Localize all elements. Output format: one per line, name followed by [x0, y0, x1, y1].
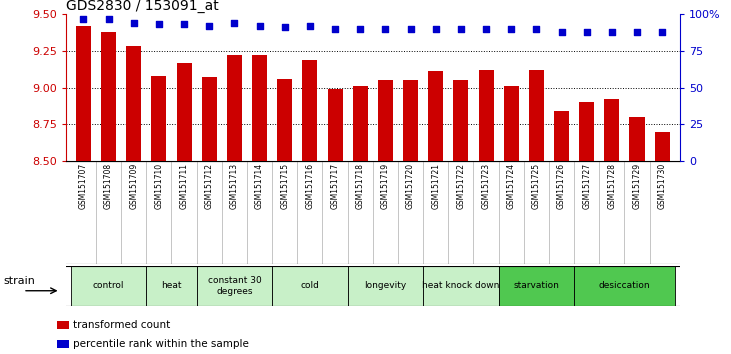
Bar	[453, 80, 469, 161]
Bar	[101, 32, 116, 161]
Bar	[504, 86, 519, 161]
Point	[203, 23, 215, 29]
Point	[505, 26, 517, 32]
Text: GSM151718: GSM151718	[356, 163, 365, 209]
Point	[379, 26, 391, 32]
Point	[77, 16, 89, 21]
Text: GSM151720: GSM151720	[406, 163, 415, 209]
Point	[455, 26, 466, 32]
Text: heat knock down: heat knock down	[423, 281, 499, 290]
Bar	[197, 266, 272, 306]
Text: GSM151726: GSM151726	[557, 163, 566, 209]
Point	[405, 26, 417, 32]
Point	[581, 29, 593, 35]
Bar	[277, 79, 292, 161]
Text: GSM151707: GSM151707	[79, 163, 88, 209]
Text: transformed count: transformed count	[73, 320, 170, 330]
Bar	[428, 72, 443, 161]
Text: longevity: longevity	[364, 281, 406, 290]
Text: GSM151727: GSM151727	[582, 163, 591, 209]
Text: GSM151716: GSM151716	[306, 163, 314, 209]
Point	[631, 29, 643, 35]
Text: heat: heat	[162, 281, 182, 290]
Bar	[252, 55, 267, 161]
Bar	[71, 266, 146, 306]
Bar	[479, 70, 493, 161]
Bar	[352, 86, 368, 161]
Bar	[58, 340, 69, 348]
Text: GSM151723: GSM151723	[482, 163, 491, 209]
Text: GDS2830 / 153091_at: GDS2830 / 153091_at	[66, 0, 219, 13]
Text: constant 30
degrees: constant 30 degrees	[208, 276, 261, 296]
Point	[279, 24, 291, 30]
Bar	[348, 266, 423, 306]
Point	[128, 20, 140, 26]
Bar	[126, 46, 141, 161]
Point	[430, 26, 442, 32]
Text: GSM151709: GSM151709	[129, 163, 138, 209]
Point	[254, 23, 265, 29]
Text: GSM151728: GSM151728	[607, 163, 616, 209]
Bar	[529, 70, 544, 161]
Point	[153, 22, 164, 27]
Point	[329, 26, 341, 32]
Bar	[629, 117, 645, 161]
Text: GSM151730: GSM151730	[658, 163, 667, 209]
Point	[531, 26, 542, 32]
Bar	[378, 80, 393, 161]
Bar	[202, 77, 217, 161]
Point	[178, 22, 190, 27]
Bar	[605, 99, 619, 161]
Text: GSM151729: GSM151729	[632, 163, 642, 209]
Text: GSM151708: GSM151708	[104, 163, 113, 209]
Text: cold: cold	[300, 281, 319, 290]
Bar	[58, 321, 69, 329]
Text: GSM151714: GSM151714	[255, 163, 264, 209]
Point	[355, 26, 366, 32]
Text: GSM151725: GSM151725	[532, 163, 541, 209]
Text: desiccation: desiccation	[599, 281, 651, 290]
Text: starvation: starvation	[513, 281, 559, 290]
Text: GSM151717: GSM151717	[330, 163, 340, 209]
Text: percentile rank within the sample: percentile rank within the sample	[73, 339, 249, 349]
Point	[656, 29, 668, 35]
Bar	[499, 266, 574, 306]
Bar	[554, 111, 569, 161]
Bar	[579, 102, 594, 161]
Bar	[76, 26, 91, 161]
Point	[229, 20, 240, 26]
Text: GSM151711: GSM151711	[180, 163, 189, 209]
Bar	[327, 89, 343, 161]
Text: GSM151713: GSM151713	[230, 163, 239, 209]
Bar	[655, 132, 670, 161]
Bar	[146, 266, 197, 306]
Text: GSM151724: GSM151724	[507, 163, 516, 209]
Point	[103, 16, 115, 21]
Bar	[227, 55, 242, 161]
Bar	[151, 76, 167, 161]
Text: GSM151719: GSM151719	[381, 163, 390, 209]
Bar	[423, 266, 499, 306]
Text: GSM151721: GSM151721	[431, 163, 440, 209]
Point	[480, 26, 492, 32]
Point	[556, 29, 567, 35]
Text: control: control	[93, 281, 124, 290]
Bar	[303, 60, 317, 161]
Text: GSM151712: GSM151712	[205, 163, 213, 209]
Text: strain: strain	[3, 276, 35, 286]
Text: GSM151715: GSM151715	[280, 163, 289, 209]
Text: GSM151710: GSM151710	[154, 163, 164, 209]
Bar	[574, 266, 675, 306]
Bar	[403, 80, 418, 161]
Bar	[272, 266, 348, 306]
Point	[606, 29, 618, 35]
Point	[304, 23, 316, 29]
Bar	[176, 63, 192, 161]
Text: GSM151722: GSM151722	[456, 163, 466, 209]
